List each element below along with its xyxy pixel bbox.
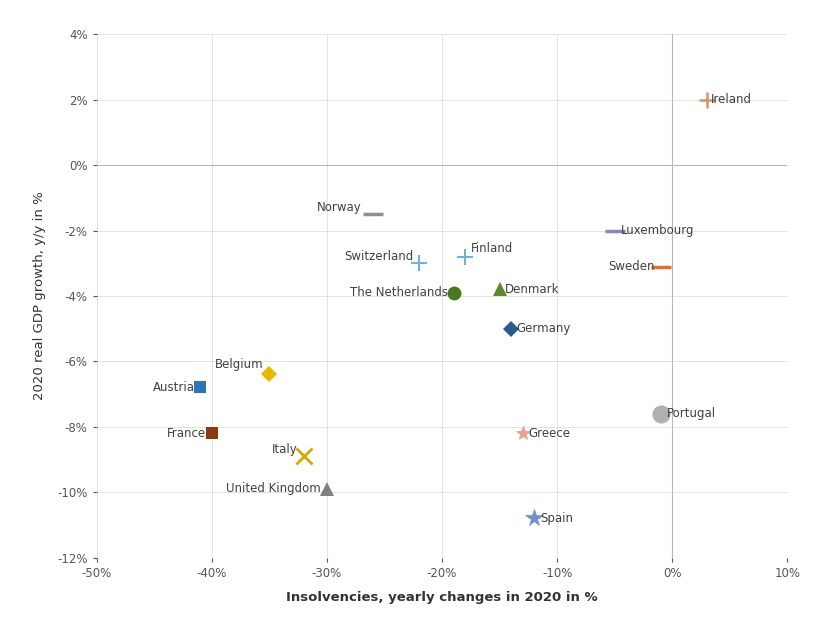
X-axis label: Insolvencies, yearly changes in 2020 in %: Insolvencies, yearly changes in 2020 in … <box>286 591 598 604</box>
Text: Sweden: Sweden <box>609 260 655 273</box>
Text: Switzerland: Switzerland <box>344 250 413 263</box>
Text: Luxembourg: Luxembourg <box>620 224 694 237</box>
Text: United Kingdom: United Kingdom <box>226 482 321 496</box>
Text: Spain: Spain <box>540 512 573 525</box>
Text: Denmark: Denmark <box>505 283 560 296</box>
Text: Norway: Norway <box>317 201 361 214</box>
Text: Portugal: Portugal <box>667 407 716 420</box>
Text: Germany: Germany <box>517 322 571 335</box>
Text: Austria: Austria <box>153 381 194 394</box>
Text: France: France <box>167 427 206 440</box>
Text: Italy: Italy <box>272 443 298 456</box>
Text: Ireland: Ireland <box>712 93 752 106</box>
Text: Finland: Finland <box>471 242 513 255</box>
Text: Belgium: Belgium <box>215 358 264 371</box>
Y-axis label: 2020 real GDP growth, y/y in %: 2020 real GDP growth, y/y in % <box>33 192 46 400</box>
Text: The Netherlands: The Netherlands <box>350 286 448 299</box>
Text: Greece: Greece <box>529 427 570 440</box>
